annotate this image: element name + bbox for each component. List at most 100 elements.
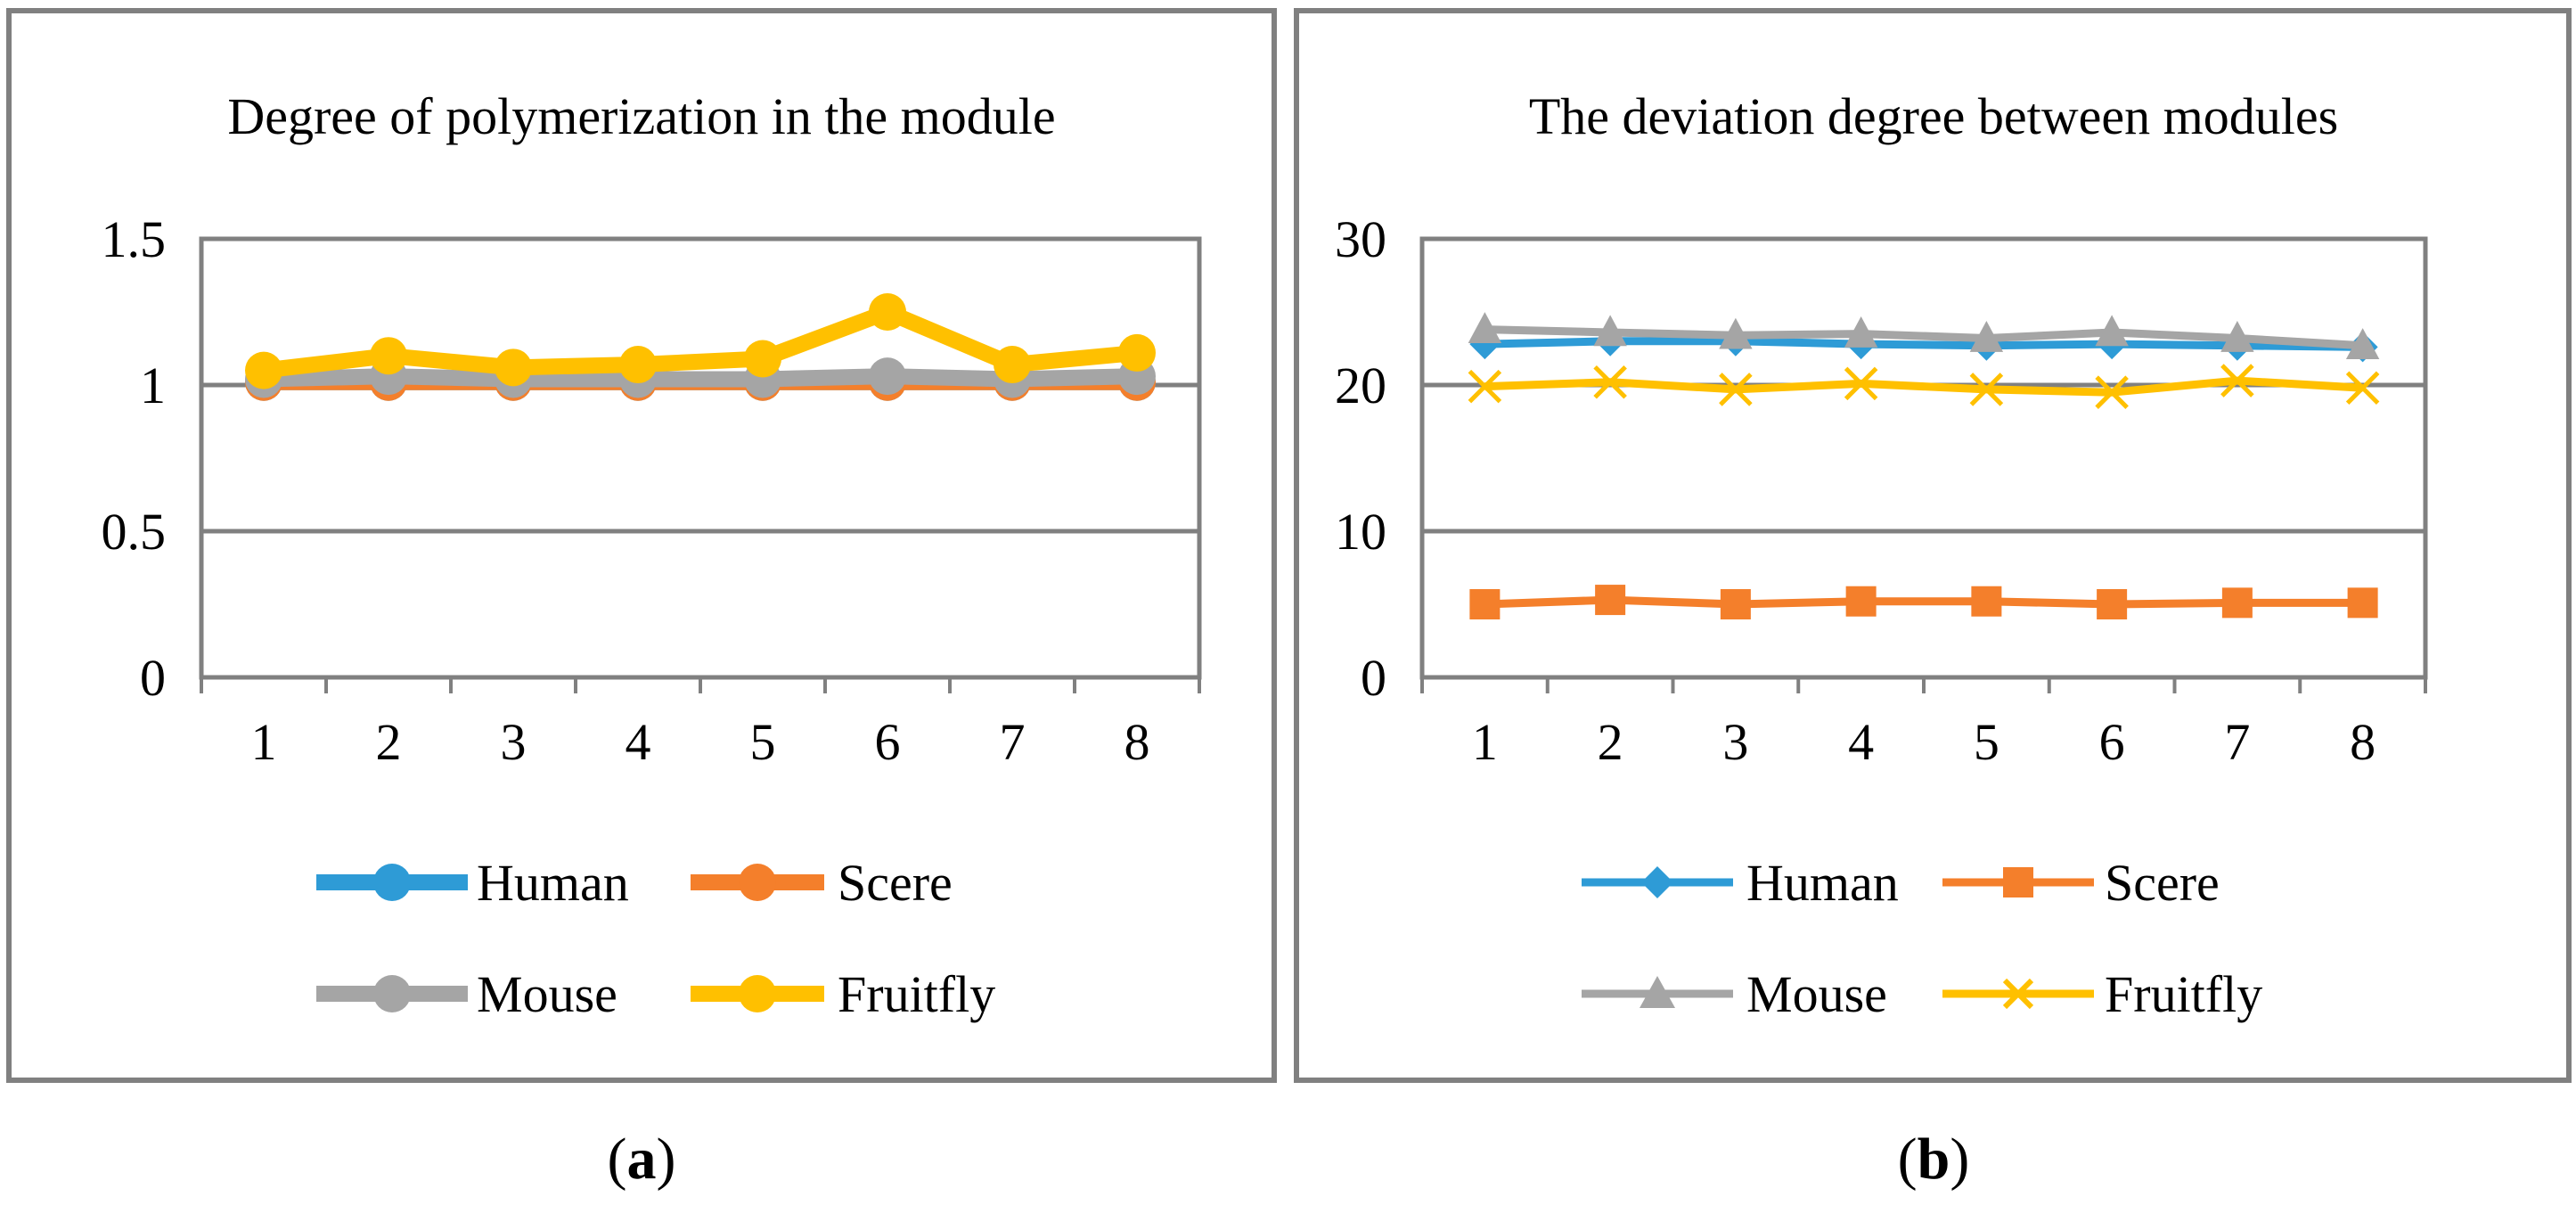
legend-marker-fruitfly bbox=[2002, 978, 2034, 1010]
legend-marker-fruitfly bbox=[739, 975, 776, 1012]
x-tick-label: 5 bbox=[750, 713, 776, 771]
data-point-scere bbox=[1595, 585, 1626, 616]
panel-a-frame bbox=[6, 8, 1277, 1083]
data-point-fruitfly bbox=[1593, 365, 1627, 399]
legend-label-fruitfly: Fruitfly bbox=[2105, 965, 2262, 1023]
legend-marker-scere bbox=[739, 864, 776, 901]
y-tick-label: 1.5 bbox=[102, 210, 167, 268]
series-line-fruitfly bbox=[262, 304, 1138, 379]
data-point-fruitfly bbox=[1719, 373, 1753, 406]
x-tick-label: 5 bbox=[1974, 713, 1999, 771]
data-point-mouse bbox=[2220, 320, 2254, 352]
series-line-human bbox=[1484, 337, 2363, 351]
data-point-mouse bbox=[2095, 315, 2129, 347]
series-line-mouse bbox=[263, 368, 1138, 388]
data-point-mouse bbox=[1844, 316, 1878, 348]
legend-item-scere: Scere bbox=[691, 854, 953, 912]
data-point-fruitfly bbox=[994, 346, 1031, 384]
data-point-scere bbox=[2221, 587, 2253, 619]
legend-item-mouse: Mouse bbox=[316, 965, 617, 1023]
x-tick-label: 6 bbox=[2099, 713, 2125, 771]
series-line-fruitfly bbox=[1484, 376, 2363, 397]
x-tick-label: 3 bbox=[501, 713, 527, 771]
data-point-fruitfly bbox=[1969, 373, 2004, 406]
data-point-scere bbox=[1469, 589, 1501, 619]
x-tick-label: 2 bbox=[376, 713, 402, 771]
plot-area: 0 10 20 30 1 2 3 4 5 6 7 8 bbox=[1335, 210, 2428, 771]
panel-a: Degree of polymerization in the module 0… bbox=[6, 8, 1277, 1083]
legend-item-mouse: Mouse bbox=[1582, 965, 1887, 1023]
legend-label-scere: Scere bbox=[2105, 854, 2220, 912]
data-point-fruitfly bbox=[619, 346, 657, 384]
data-point-fruitfly bbox=[744, 340, 781, 378]
data-point-mouse bbox=[1468, 312, 1502, 343]
panel-caption-a: (a) bbox=[608, 1127, 676, 1192]
legend-marker-mouse bbox=[373, 975, 411, 1012]
data-point-mouse bbox=[869, 357, 906, 396]
data-point-mouse bbox=[2345, 328, 2380, 360]
x-tick-label: 8 bbox=[1124, 713, 1150, 771]
data-point-fruitfly bbox=[370, 337, 407, 375]
data-point-scere bbox=[2347, 587, 2378, 619]
series-line-mouse bbox=[1484, 325, 2363, 350]
legend: Human Scere Mouse Fruitfly bbox=[316, 854, 995, 1023]
y-tick-label: 0.5 bbox=[102, 503, 167, 561]
x-tick-label: 4 bbox=[1848, 713, 1874, 771]
legend-label-mouse: Mouse bbox=[1746, 965, 1887, 1023]
x-tick-label: 6 bbox=[875, 713, 901, 771]
x-tick-label: 7 bbox=[2224, 713, 2250, 771]
data-point-mouse bbox=[1719, 317, 1753, 349]
legend-marker-human bbox=[373, 864, 411, 901]
panel-b-frame bbox=[1294, 8, 2572, 1083]
y-tick-label: 10 bbox=[1335, 503, 1386, 561]
legend-label-mouse: Mouse bbox=[477, 965, 617, 1023]
data-point-fruitfly bbox=[2345, 371, 2380, 406]
legend-item-fruitfly: Fruitfly bbox=[691, 965, 995, 1023]
chart-title: Degree of polymerization in the module bbox=[227, 87, 1055, 145]
panel-b: The deviation degree between modules 0 10… bbox=[1294, 8, 2572, 1083]
legend-label-human: Human bbox=[1746, 854, 1899, 912]
legend-marker-scere bbox=[2003, 867, 2033, 897]
x-tick-label: 2 bbox=[1598, 713, 1623, 771]
legend-label-scere: Scere bbox=[838, 854, 953, 912]
legend: Human Scere Mouse Fruitfly bbox=[1582, 854, 2262, 1023]
plot-area: 0 0.5 1 1.5 1 2 3 4 5 6 7 8 bbox=[102, 210, 1202, 771]
data-point-fruitfly bbox=[2220, 364, 2254, 398]
data-point-fruitfly bbox=[869, 293, 906, 331]
data-point-fruitfly bbox=[1118, 333, 1156, 372]
y-tick-label: 0 bbox=[140, 649, 166, 707]
chart-title: The deviation degree between modules bbox=[1529, 87, 2338, 145]
data-point-mouse bbox=[1969, 320, 2004, 352]
legend-item-scere: Scere bbox=[1942, 854, 2220, 912]
data-point-mouse bbox=[1593, 315, 1627, 347]
panel-caption-letter: b bbox=[1918, 1127, 1950, 1192]
data-point-scere bbox=[1971, 586, 2002, 617]
y-tick-label: 0 bbox=[1361, 649, 1386, 707]
data-point-fruitfly bbox=[245, 351, 282, 389]
legend-marker-human bbox=[1641, 866, 1673, 898]
data-point-fruitfly bbox=[495, 348, 532, 387]
data-point-scere bbox=[1845, 586, 1877, 617]
y-tick-label: 30 bbox=[1335, 210, 1386, 268]
data-point-fruitfly bbox=[1468, 369, 1502, 404]
data-point-fruitfly bbox=[2095, 375, 2129, 409]
panel-caption-letter: a bbox=[627, 1127, 657, 1192]
legend-item-human: Human bbox=[316, 854, 629, 912]
x-tick-label: 4 bbox=[626, 713, 651, 771]
legend-item-fruitfly: Fruitfly bbox=[1942, 965, 2262, 1023]
y-tick-label: 20 bbox=[1335, 357, 1386, 414]
data-point-scere bbox=[1720, 589, 1751, 619]
data-point-fruitfly bbox=[1844, 366, 1878, 401]
x-tick-label: 1 bbox=[1472, 713, 1498, 771]
x-tick-label: 7 bbox=[1000, 713, 1026, 771]
x-tick-label: 8 bbox=[2350, 713, 2376, 771]
legend-item-human: Human bbox=[1582, 854, 1899, 912]
panel-caption-b: (b) bbox=[1898, 1127, 1970, 1192]
x-tick-label: 3 bbox=[1722, 713, 1748, 771]
x-tick-label: 1 bbox=[251, 713, 277, 771]
data-point-scere bbox=[2097, 589, 2128, 619]
y-tick-label: 1 bbox=[140, 357, 166, 414]
series-line-scere bbox=[1484, 595, 2363, 609]
legend-marker-mouse bbox=[1640, 976, 1675, 1008]
